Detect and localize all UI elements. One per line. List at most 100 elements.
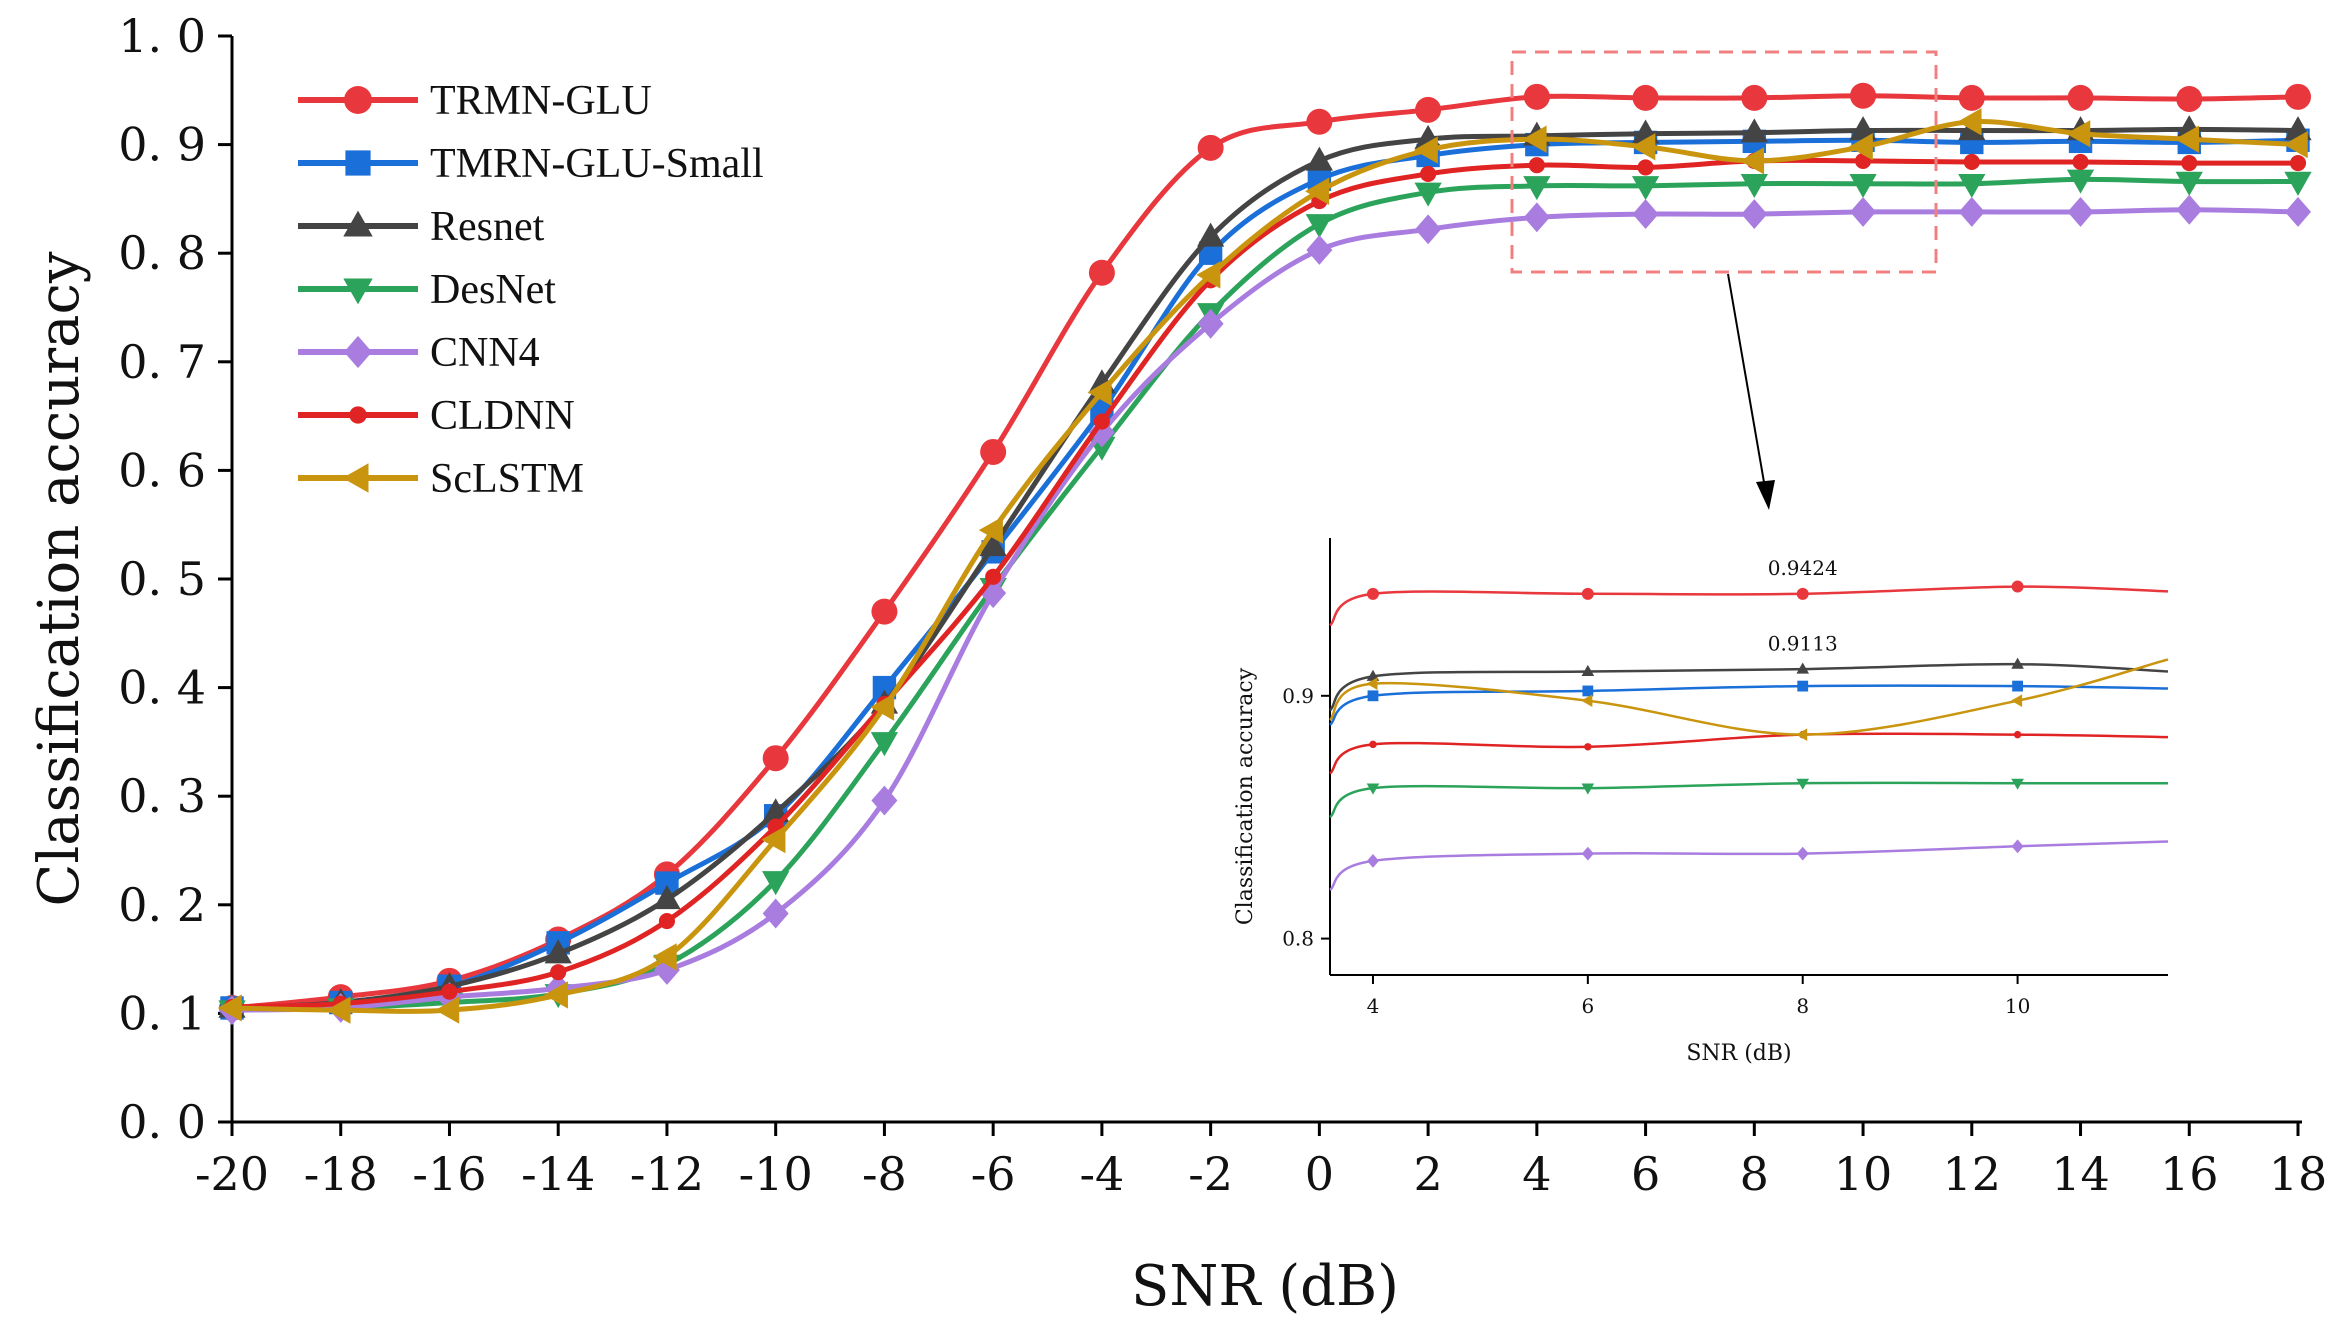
x-tick-label: 6	[1631, 1147, 1660, 1201]
inset-series-line-trmn-glu	[1329, 585, 2169, 627]
data-point-resnet	[653, 885, 681, 910]
x-tick-label: -20	[195, 1147, 269, 1201]
inset-data-point-tmrn-glu-small	[1582, 685, 1594, 697]
data-point-desnet	[2175, 171, 2203, 196]
data-point-cldnn	[1637, 159, 1654, 176]
legend-marker	[342, 463, 369, 493]
inset-data-point-sclstm	[1796, 728, 1808, 741]
legend-label: CLDNN	[430, 393, 575, 439]
data-point-desnet	[2066, 169, 2095, 194]
data-point-cnn4	[762, 898, 789, 929]
data-point-desnet	[1305, 214, 1334, 239]
data-point-trmn-glu	[1850, 82, 1877, 109]
data-point-resnet	[979, 532, 1007, 557]
y-tick-label: 0. 0	[118, 1095, 206, 1149]
inset-annotation: 0.9424	[1768, 556, 1838, 580]
zoom-arrow-head	[1756, 480, 1775, 510]
data-point-cnn4	[1958, 196, 1985, 227]
data-point-cnn4	[1415, 214, 1442, 245]
series-sclstm	[217, 108, 2308, 1024]
legend-marker	[344, 335, 372, 369]
data-point-cnn4	[871, 785, 898, 816]
inset-y-tick-label: 0.8	[1282, 927, 1314, 951]
data-point-sclstm	[326, 996, 351, 1024]
data-point-trmn-glu	[1197, 134, 1224, 161]
data-point-trmn-glu	[980, 438, 1007, 465]
inset-series-line-cnn4	[1329, 840, 2169, 892]
inset-annotation: 0.9113	[1768, 631, 1838, 655]
data-point-sclstm	[1848, 133, 1873, 161]
y-tick-label: 0. 5	[118, 552, 206, 606]
data-point-sclstm	[217, 994, 242, 1022]
data-point-desnet	[1740, 173, 1768, 198]
data-point-cnn4	[1741, 199, 1768, 230]
data-point-desnet	[1414, 182, 1442, 207]
inset-data-point-cnn4	[1581, 846, 1594, 861]
inset-data-point-cnn4	[1796, 846, 1809, 861]
y-tick-label: 0. 7	[118, 335, 206, 389]
inset-data-point-tmrn-glu-small	[1797, 680, 1809, 692]
inset-series-desnet	[1329, 778, 2168, 819]
y-tick-label: 0. 8	[118, 226, 206, 280]
x-tick-label: 4	[1522, 1147, 1551, 1201]
data-point-cldnn	[1963, 153, 1980, 171]
y-tick-label: 0. 9	[118, 118, 206, 172]
inset-x-tick-label: 4	[1367, 994, 1380, 1018]
x-tick-label: 0	[1305, 1147, 1334, 1201]
inset-series-tmrn-glu-small	[1329, 680, 2169, 726]
data-point-sclstm	[1522, 125, 1547, 153]
data-point-trmn-glu	[2285, 83, 2311, 110]
inset-series-line-desnet	[1329, 781, 2168, 819]
inset-data-point-resnet	[1366, 669, 1380, 681]
inset-y-tick-label: 0.9	[1282, 684, 1314, 708]
x-tick-label: 16	[2160, 1147, 2219, 1201]
data-point-sclstm	[543, 981, 568, 1009]
zoom-rectangle	[1510, 50, 1938, 274]
inset-x-tick-label: 8	[1796, 994, 1809, 1018]
legend-label: Resnet	[430, 204, 545, 250]
data-point-sclstm	[1413, 136, 1438, 164]
data-point-desnet	[1523, 176, 1551, 201]
data-point-resnet	[1196, 222, 1225, 247]
inset-series-cnn4	[1329, 839, 2169, 892]
data-point-trmn-glu	[1415, 96, 1442, 123]
data-point-desnet	[1958, 173, 1986, 198]
legend-item-sclstm: ScLSTM	[298, 456, 584, 502]
inset-x-tick-label: 6	[1581, 994, 1594, 1018]
x-tick-label: 10	[1834, 1147, 1893, 1201]
inset-series-line-cldnn	[1329, 732, 2169, 775]
x-axis-title: SNR (dB)	[1131, 1254, 1399, 1319]
data-point-desnet	[1849, 173, 1877, 198]
data-point-cnn4	[1523, 202, 1550, 233]
data-point-resnet	[544, 939, 572, 964]
x-tick-label: 12	[1943, 1147, 2002, 1201]
data-point-cnn4	[2176, 194, 2203, 225]
inset-data-point-tmrn-glu-small	[2012, 680, 2023, 692]
inset-x-axis-title: SNR (dB)	[1686, 1041, 1791, 1066]
data-point-trmn-glu	[1741, 84, 1768, 111]
data-point-cldnn	[2181, 155, 2198, 172]
legend-item-desnet: DesNet	[298, 267, 556, 313]
data-point-cnn4	[1632, 199, 1659, 230]
data-point-resnet	[1740, 118, 1768, 143]
inset-data-point-desnet	[2011, 778, 2024, 790]
inset-series-line-tmrn-glu-small	[1329, 684, 2169, 726]
legend-item-cnn4: CNN4	[298, 330, 540, 376]
data-point-sclstm	[1196, 261, 1221, 289]
x-tick-label: -10	[739, 1147, 813, 1201]
data-point-sclstm	[435, 996, 460, 1024]
legend-label: CNN4	[430, 330, 540, 376]
data-point-cldnn	[1528, 157, 1545, 174]
x-tick-label: -6	[971, 1147, 1016, 1201]
inset-chart: 0.8 0.9 4 6 8 10 SNR (dB) Classification accura…	[1233, 534, 2169, 1066]
data-point-desnet	[870, 732, 899, 757]
legend-label: TRMN-GLU	[430, 78, 652, 124]
legend-marker	[343, 278, 373, 305]
legend-marker	[343, 210, 373, 237]
data-point-cldnn	[550, 964, 567, 981]
data-point-tmrn-glu-small	[1198, 241, 1223, 265]
inset-data-point-cldnn	[2013, 730, 2022, 739]
x-tick-label: -4	[1079, 1147, 1124, 1201]
x-tick-label: -8	[862, 1147, 907, 1201]
